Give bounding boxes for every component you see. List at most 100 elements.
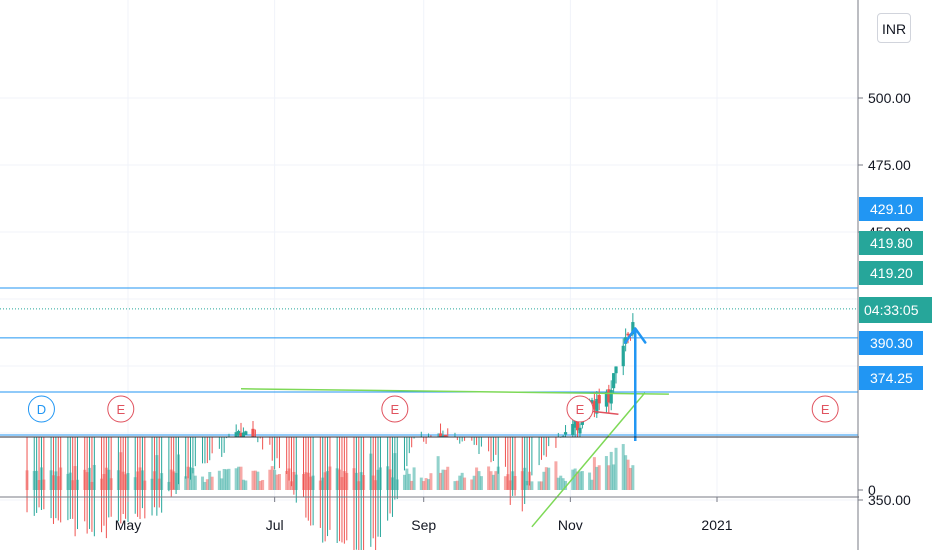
volume-bar xyxy=(244,480,248,490)
volume-bar xyxy=(472,475,476,490)
candle-body xyxy=(626,333,630,336)
volume-bar xyxy=(547,467,551,490)
volume-bar xyxy=(578,471,582,490)
price-tick-label: 350.00 xyxy=(868,492,911,508)
candle-body xyxy=(438,433,443,437)
volume-bar xyxy=(544,467,548,490)
price-badge-box xyxy=(859,197,923,221)
time-tick-label: May xyxy=(115,517,141,533)
volume-bar xyxy=(405,468,409,490)
volume-bar xyxy=(241,479,245,490)
candle-body xyxy=(607,389,611,403)
candle-body xyxy=(234,432,238,437)
volume-bar xyxy=(427,479,431,490)
earnings-marker-letter: E xyxy=(576,402,585,417)
volume-bar xyxy=(419,477,423,490)
volume-bar xyxy=(540,481,544,490)
volume-bar xyxy=(614,447,618,490)
time-tick-label: Sep xyxy=(411,517,436,533)
candle-body xyxy=(441,435,445,437)
candle-body xyxy=(251,428,255,437)
earnings-marker-circle[interactable] xyxy=(107,395,135,423)
volume-bar xyxy=(410,480,414,490)
volume-bar xyxy=(203,481,207,490)
candle-body xyxy=(236,431,241,435)
volume-tick-label: 0 xyxy=(868,482,876,498)
volume-bar xyxy=(561,478,565,490)
candle-body xyxy=(592,401,596,410)
volume-bar xyxy=(530,481,534,490)
candle-body xyxy=(604,391,609,407)
candle-body xyxy=(609,390,613,404)
dividend-marker[interactable]: D xyxy=(27,395,55,423)
candle-body xyxy=(563,432,568,435)
candle-body xyxy=(575,419,580,431)
volume-bar xyxy=(441,469,445,490)
volume-bar xyxy=(225,469,229,490)
volume-bar xyxy=(571,469,575,490)
volume-bar xyxy=(559,475,563,490)
volume-bar xyxy=(453,481,457,490)
volume-bar xyxy=(626,459,630,490)
candle-body xyxy=(244,431,248,435)
volume-bar xyxy=(494,471,498,490)
volume-bar xyxy=(253,470,257,490)
earnings-marker[interactable]: E xyxy=(566,395,594,423)
earnings-marker[interactable]: E xyxy=(107,395,135,423)
volume-bar xyxy=(443,469,447,490)
price-tick-label: 500.00 xyxy=(868,90,911,106)
volume-bar xyxy=(460,472,464,490)
time-tick-label: Nov xyxy=(558,517,583,533)
price-badge: 419.80 xyxy=(859,231,923,255)
grid xyxy=(0,0,858,501)
price-badge-box xyxy=(859,231,923,255)
countdown-badge: 04:33:05 xyxy=(859,297,932,323)
volume-bar xyxy=(590,479,594,490)
earnings-marker[interactable]: E xyxy=(381,395,409,423)
volume-bar xyxy=(458,475,462,490)
volume-bar xyxy=(470,479,474,490)
volume-bar xyxy=(422,481,426,490)
trendline[interactable] xyxy=(531,392,646,528)
candle-body xyxy=(621,345,625,367)
arrow-head[interactable] xyxy=(624,327,647,344)
volume-bar xyxy=(537,481,541,490)
volume-bar xyxy=(609,451,613,490)
volume-bar xyxy=(624,455,628,490)
volume-bar xyxy=(573,468,577,490)
volume-bar xyxy=(479,476,483,490)
earnings-marker-circle[interactable] xyxy=(381,395,409,423)
volume-bar xyxy=(237,466,241,490)
volume-bar xyxy=(201,476,205,490)
volume-bar xyxy=(588,472,592,490)
volume-bar xyxy=(270,466,274,490)
volume-bar xyxy=(227,468,231,490)
earnings-marker[interactable]: E xyxy=(811,395,839,423)
earnings-marker-letter: E xyxy=(391,402,400,417)
currency-button[interactable]: INR xyxy=(877,13,911,43)
volume-bar xyxy=(496,466,500,490)
volume-bar xyxy=(475,467,479,490)
volume-bar xyxy=(239,466,243,490)
price-badge-box xyxy=(859,331,923,355)
volume-bar xyxy=(542,471,546,490)
volume-bar xyxy=(184,476,188,490)
volume-bar xyxy=(234,468,238,490)
drawings[interactable] xyxy=(240,327,669,528)
trendline[interactable] xyxy=(240,388,669,395)
earnings-marker-letter: E xyxy=(116,402,125,417)
volume-bar xyxy=(402,474,406,490)
earnings-marker-circle[interactable] xyxy=(566,395,594,423)
volume-bar xyxy=(631,465,635,490)
price-badge: 419.20 xyxy=(859,261,923,285)
price-badge-label: 419.20 xyxy=(870,265,913,281)
earnings-marker-circle[interactable] xyxy=(811,395,839,423)
dividend-marker-circle[interactable] xyxy=(27,395,55,423)
candle-body xyxy=(573,419,577,428)
candle-body xyxy=(241,432,245,437)
volume-bar xyxy=(491,474,495,490)
volume-bar xyxy=(576,471,580,490)
